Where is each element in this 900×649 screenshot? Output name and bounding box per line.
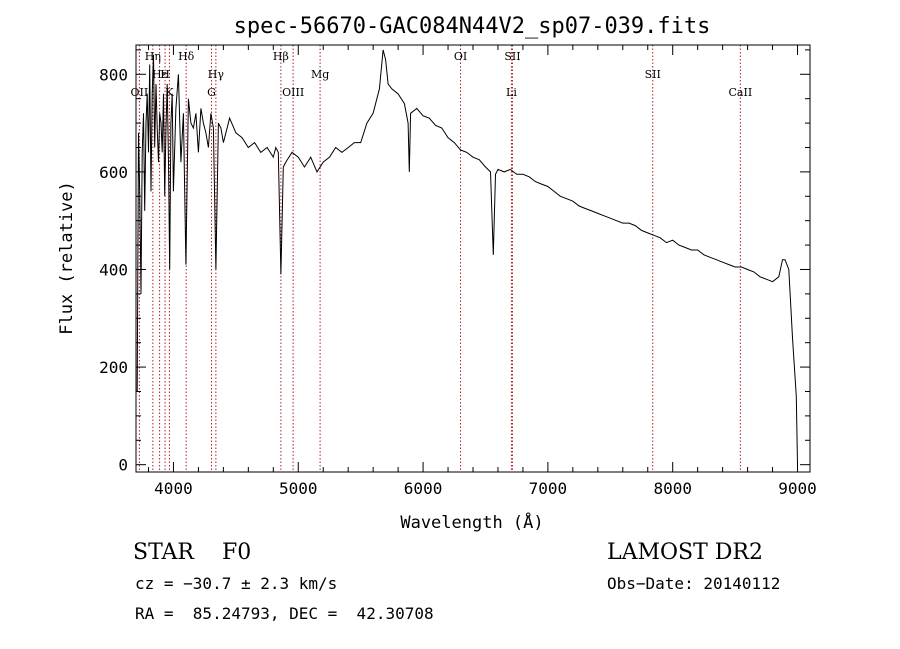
line-marker-label: OIII [282,86,304,99]
line-marker-label: K [165,86,174,99]
line-marker-label: OI [454,50,467,63]
line-marker-label: Hγ [208,68,225,81]
plot-frame [135,44,811,473]
line-marker-label: Li [506,86,517,99]
y-tick-label: 0 [118,456,128,475]
line-marker-label: SII [504,50,520,63]
line-marker-label: SII [645,68,661,81]
x-tick-label: 7000 [529,479,568,498]
line-marker-label: Hδ [178,50,195,63]
y-tick-label: 400 [99,260,128,279]
spectrum-line [136,49,798,465]
y-axis-label: Flux (relative) [57,181,77,335]
line-marker-label: CaII [729,86,753,99]
x-tick-label: 5000 [279,479,318,498]
spectrum-chart: spec-56670-GAC084N44V2_sp07-039.fits HηH… [57,14,817,533]
redshift-velocity: cz = −30.7 ± 2.3 km/s [135,574,338,593]
observation-date: Obs−Date: 20140112 [607,574,781,593]
survey-name: LAMOST DR2 [607,540,763,565]
y-tick-label: 200 [99,358,128,377]
line-marker-label: Hε [152,68,168,81]
line-marker-label: Hη [145,50,161,63]
line-marker-label: G [207,86,216,99]
x-axis-label: Wavelength (Å) [400,511,543,533]
x-tick-label: 9000 [778,479,817,498]
line-marker-label: Mg [311,68,329,81]
x-tick-label: 4000 [154,479,193,498]
chart-title: spec-56670-GAC084N44V2_sp07-039.fits [234,14,711,39]
x-tick-label: 8000 [653,479,692,498]
line-marker-label: OII [131,86,149,99]
line-marker-label: Hβ [273,50,289,63]
y-tick-label: 600 [99,163,128,182]
x-axis-ticks: 4000 5000 6000 7000 8000 9000 [147,45,817,498]
y-tick-label: 800 [99,65,128,84]
object-class: STAR F0 [133,540,252,565]
y-axis-ticks: 0 200 400 600 800 [99,49,810,475]
sky-coordinates: RA = 85.24793, DEC = 42.30708 [135,604,434,623]
x-tick-label: 6000 [404,479,443,498]
line-marker-label: H [160,68,170,81]
spectral-line-markers [138,45,741,472]
